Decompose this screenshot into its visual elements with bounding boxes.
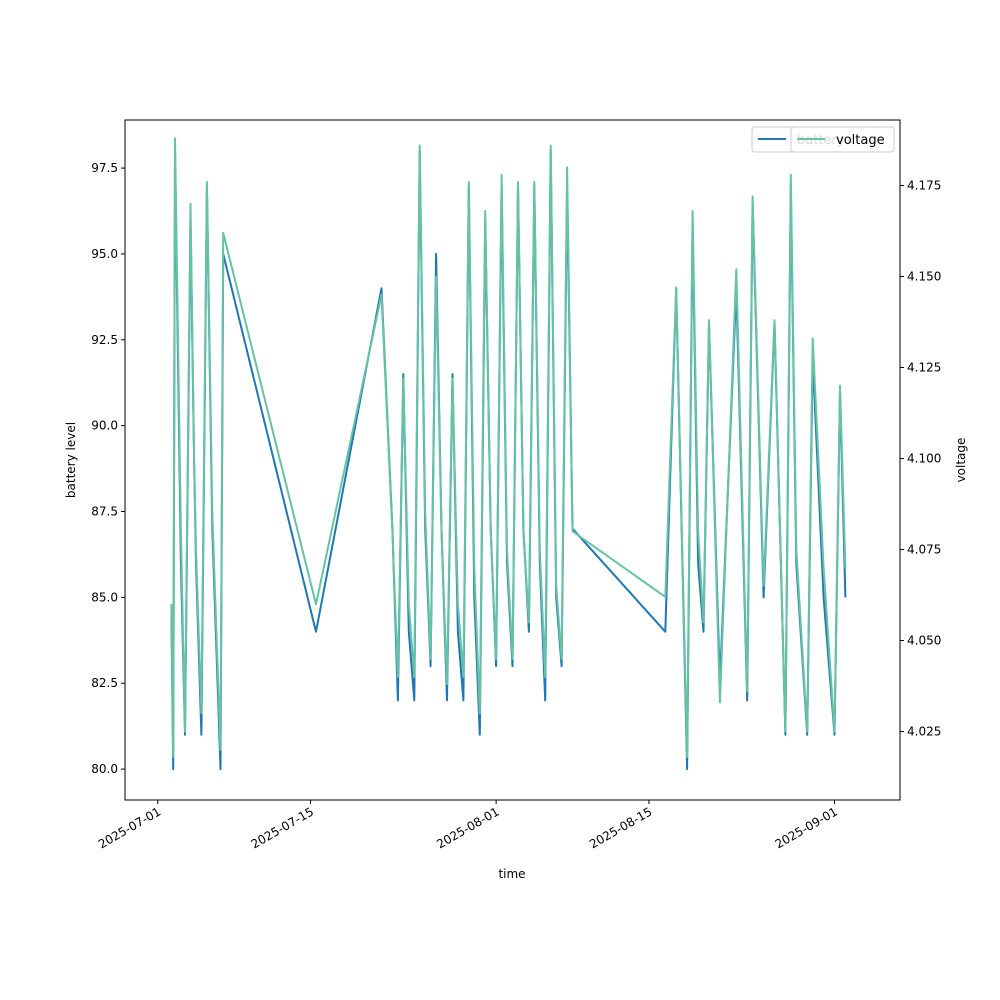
plot-frame bbox=[124, 119, 901, 801]
x-axis-label: time bbox=[498, 867, 525, 881]
y-left-tick-label: 97.5 bbox=[91, 161, 118, 175]
y-left-tick-label: 95.0 bbox=[91, 247, 118, 261]
y-axis-left: 80.0 82.5 85.0 87.5 90.0 92.5 95.0 97.5 bbox=[91, 161, 125, 776]
y-right-tick-label: 4.100 bbox=[907, 452, 941, 466]
legend-voltage-label: voltage bbox=[836, 133, 885, 148]
y-left-tick-label: 85.0 bbox=[91, 590, 118, 604]
y-left-tick-label: 90.0 bbox=[91, 419, 118, 433]
y-right-tick-label: 4.125 bbox=[907, 361, 941, 375]
y-left-tick-label: 87.5 bbox=[91, 505, 118, 519]
plot-area bbox=[170, 137, 847, 771]
legend-voltage-box bbox=[790, 126, 895, 153]
y-right-tick-label: 4.150 bbox=[907, 270, 941, 284]
y-right-tick-label: 4.025 bbox=[907, 725, 941, 739]
y-right-tick-label: 4.075 bbox=[907, 543, 941, 557]
y-axis-left-label: battery level bbox=[64, 422, 78, 498]
y-axis-right: 4.025 4.050 4.075 4.100 4.125 4.150 4.175 bbox=[900, 179, 941, 739]
series-line-voltage bbox=[170, 137, 847, 758]
y-left-tick-label: 80.0 bbox=[91, 762, 118, 776]
y-axis-right-label: voltage bbox=[954, 438, 968, 483]
y-left-tick-label: 92.5 bbox=[91, 333, 118, 347]
legend-voltage: voltage bbox=[790, 126, 895, 153]
y-right-tick-label: 4.175 bbox=[907, 179, 941, 193]
y-right-tick-label: 4.050 bbox=[907, 634, 941, 648]
y-left-tick-label: 82.5 bbox=[91, 676, 118, 690]
